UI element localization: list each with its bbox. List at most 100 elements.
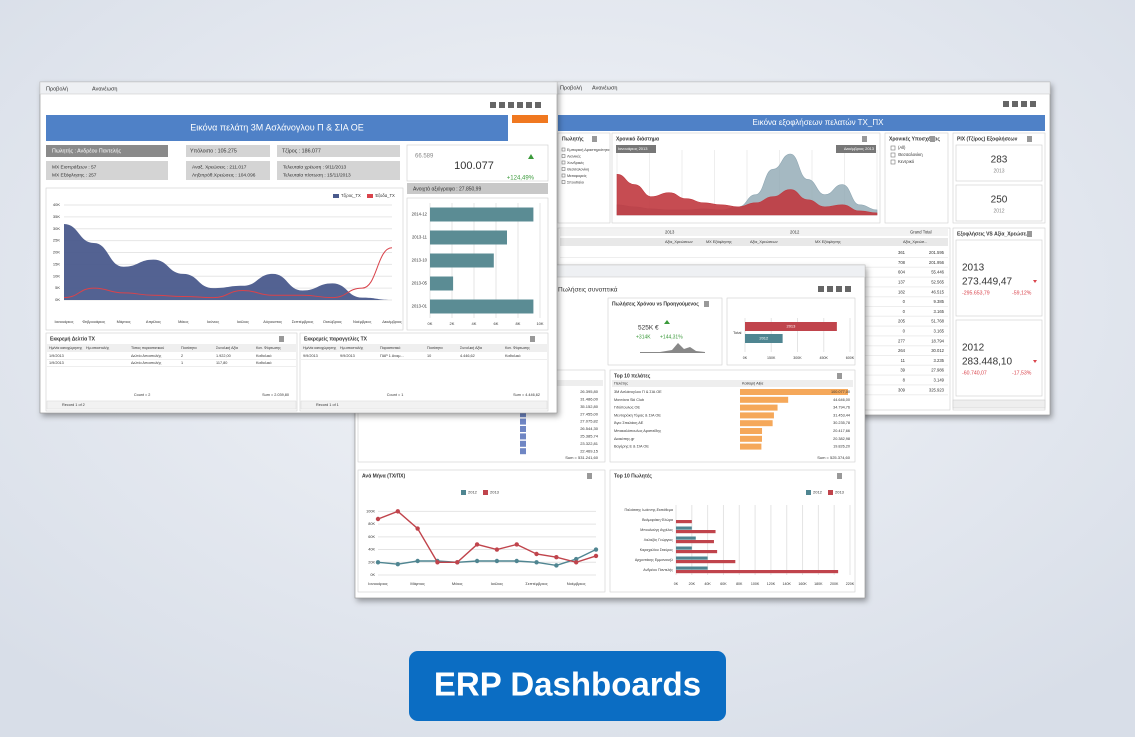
x-tick-label: 10K <box>536 321 543 326</box>
x-tick-label: Ιούλιος <box>491 581 504 586</box>
x-tick-label: Ιανουάριος <box>55 319 74 324</box>
window-title: Πωλήσεις συνοπτικά <box>558 286 618 294</box>
bar <box>676 560 736 564</box>
line <box>377 548 597 567</box>
point <box>494 547 500 552</box>
column-header: ΜΧ Εξόφλησης <box>706 240 732 244</box>
panel <box>557 132 611 224</box>
kpi-diff: -295.653,79 <box>962 290 990 296</box>
range-start <box>616 145 656 153</box>
kpi-card <box>955 319 1043 397</box>
table-header <box>560 229 948 236</box>
cell: Καθολικό <box>256 354 272 358</box>
scrollbar <box>952 399 1046 409</box>
bar <box>430 253 494 268</box>
bar <box>740 389 848 395</box>
cell: Διακόπης.gr <box>614 437 635 441</box>
toolbar-icon <box>535 102 541 108</box>
window-title: Εικόνα εξοφλήσεων πελατών ΤΧ_ΠΧ <box>753 118 885 127</box>
x-tick-label: Αύγουστος <box>263 319 282 324</box>
checkbox <box>890 152 896 158</box>
point <box>593 553 599 559</box>
point <box>573 560 579 565</box>
panel-title: Εκκρεμείς παραγγελίες ΤΧ <box>304 336 368 342</box>
button[interactable] <box>409 651 726 721</box>
x-tick-label: Νοέμβριος <box>353 319 371 324</box>
cell: 0 <box>903 309 906 314</box>
panel <box>726 297 856 366</box>
y-tick-label: 60K <box>368 535 375 539</box>
menu: Ανανέωση <box>592 84 617 91</box>
kpi-year: 2013 <box>962 263 985 274</box>
info-box <box>186 145 270 157</box>
tree-item: Θεσσαλονίκη <box>567 168 589 172</box>
x-tick-label: Νοέμβριος <box>567 581 586 586</box>
info-box <box>407 183 548 194</box>
checkbox <box>890 145 896 151</box>
sum: Sum = 4.446,62 <box>513 393 540 397</box>
point <box>395 561 401 567</box>
x-tick-label: 160K <box>798 582 807 586</box>
panel-title: Πωλητής <box>562 136 584 142</box>
column-header: Ποσότητα <box>427 346 443 350</box>
panel <box>357 469 606 593</box>
panel-icon <box>1027 136 1032 142</box>
column-header: Ημ/νία καταχώρησης <box>49 346 82 350</box>
cell: 9/9/2013 <box>303 354 318 358</box>
filter-item: Κεντρικό <box>898 159 915 164</box>
cell: 19.826,20 <box>833 445 850 449</box>
cell: 182 <box>898 289 906 294</box>
cell: 1 <box>181 361 183 365</box>
pager-label: Record 1 of 2 <box>62 403 85 407</box>
axis-label: Total <box>733 330 742 335</box>
kpi-pct: +144,31% <box>660 334 683 340</box>
column-header: Αξία_Χρεώσ... <box>903 240 927 244</box>
menu: Ανανέωση <box>92 85 117 92</box>
x-tick-label: 0K <box>428 321 433 326</box>
cell: Καθολικό <box>505 354 521 358</box>
kpi-card <box>955 239 1043 317</box>
count: Count = 2 <box>134 393 151 397</box>
bar <box>740 435 762 442</box>
bar-label: 2013 <box>786 324 796 329</box>
x-tick-label: 120K <box>767 582 776 586</box>
button-label[interactable]: ERP Dashboards <box>434 666 701 703</box>
kpi-change: +124,49% <box>507 176 535 182</box>
up-arrow <box>664 320 670 324</box>
kpi-change: +314K <box>636 334 651 340</box>
checkbox <box>561 154 566 158</box>
cell: 34.794,76 <box>833 406 850 410</box>
point <box>554 554 559 560</box>
cell: 8 <box>903 378 906 383</box>
down-arrow <box>1033 360 1037 363</box>
y-tick-label: 2013-11 <box>412 235 428 240</box>
cell: 0 <box>903 329 906 334</box>
kpi-value: 100.077 <box>454 160 494 172</box>
x-tick-label: Ιούλιος <box>237 319 249 324</box>
y-tick-label: 25K <box>53 238 60 243</box>
column-header: Κατ. Φόρτωσης <box>256 346 281 350</box>
toolbar-icon <box>508 102 514 108</box>
y-tick-label: 2013-05 <box>412 281 428 286</box>
x-tick-label: 180K <box>814 582 823 586</box>
info-box <box>186 161 270 180</box>
tree-item: Χονδρικές <box>567 161 584 165</box>
kpi-value: 525K € <box>638 325 659 332</box>
cell: 708 <box>898 260 906 265</box>
bar <box>676 526 692 530</box>
bar <box>740 443 762 450</box>
point <box>474 542 480 547</box>
cell: 52.565 <box>931 280 944 285</box>
cell: 309 <box>898 387 906 392</box>
point <box>494 558 500 564</box>
bar <box>745 334 783 343</box>
bar <box>740 396 789 403</box>
legend-label: 2012 <box>813 490 823 495</box>
pager-label: Record 1 of 1 <box>316 403 339 407</box>
point <box>573 556 579 562</box>
table-header <box>47 344 296 352</box>
x-tick-label: 200K <box>830 582 839 586</box>
cell: 27.986 <box>931 368 944 373</box>
cell: 30.235,78 <box>833 421 850 425</box>
y-tick-label: 15K <box>53 261 60 266</box>
